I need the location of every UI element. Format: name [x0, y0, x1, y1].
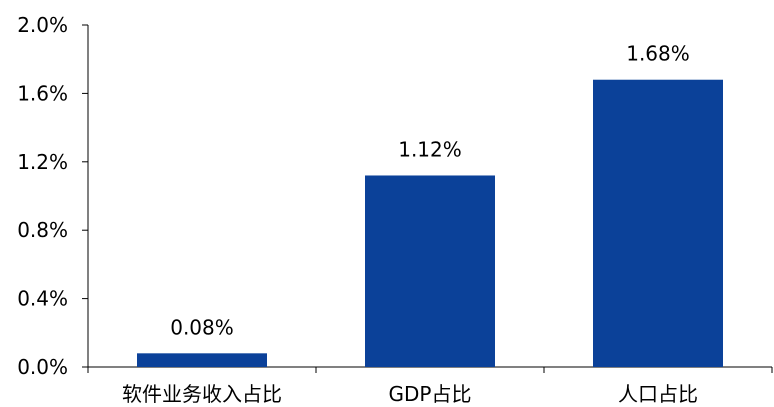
x-category-label: 人口占比 — [618, 382, 698, 406]
bars — [137, 79, 723, 367]
x-axis: 软件业务收入占比 GDP占比 人口占比 — [87, 366, 773, 406]
x-category-label: 软件业务收入占比 — [122, 382, 282, 406]
y-tick-label: 1.6% — [17, 81, 68, 105]
y-tick-label: 0.4% — [17, 287, 68, 311]
y-tick-label: 0.0% — [17, 355, 68, 379]
data-labels: 0.08% 1.12% 1.68% — [170, 42, 690, 340]
y-tick-label: 2.0% — [17, 13, 68, 37]
bar — [593, 79, 723, 367]
bar — [137, 353, 267, 367]
data-label: 0.08% — [170, 315, 234, 339]
data-label: 1.12% — [398, 137, 462, 161]
y-tick-label: 1.2% — [17, 150, 68, 174]
y-tick-label: 0.8% — [17, 218, 68, 242]
x-category-label: GDP占比 — [389, 382, 472, 406]
y-axis: 0.0% 0.4% 0.8% 1.2% 1.6% 2.0% — [17, 13, 89, 379]
bar — [365, 175, 495, 367]
data-label: 1.68% — [626, 42, 690, 66]
